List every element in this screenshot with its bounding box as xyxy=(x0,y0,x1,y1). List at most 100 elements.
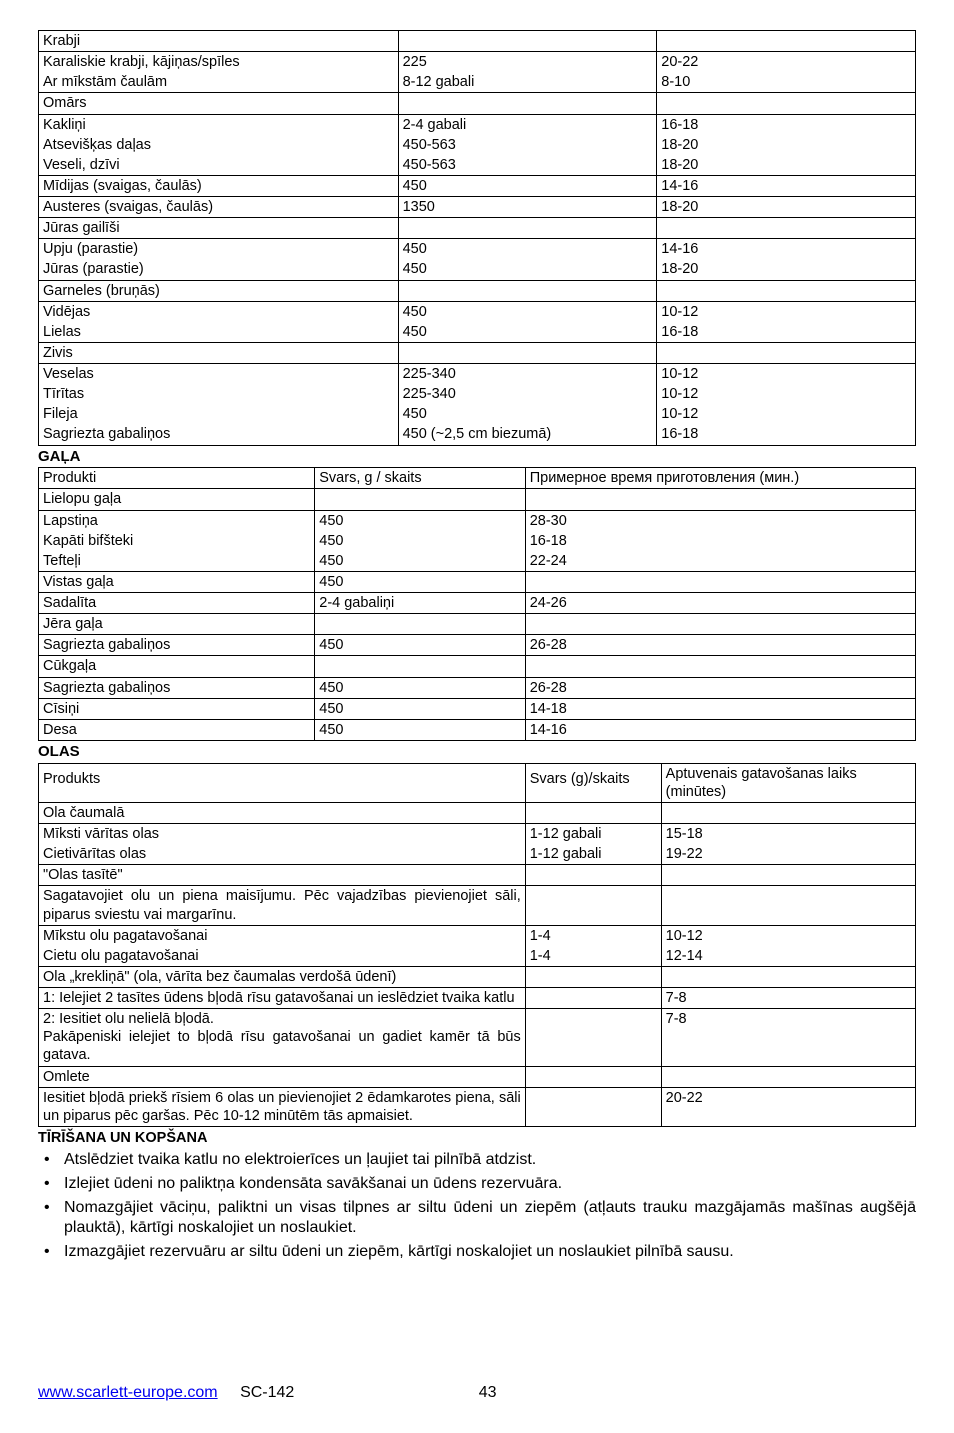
table-row: Cietivārītas olas1-12 gabali19-22 xyxy=(39,844,916,865)
weight-cell: 450 xyxy=(398,175,657,196)
time-cell xyxy=(657,280,916,301)
weight-cell xyxy=(398,218,657,239)
table-row: Mīkstu olu pagatavošanai1-410-12 xyxy=(39,925,916,946)
time-cell: 19-22 xyxy=(661,844,915,865)
table-row: Sagriezta gabaliņos45026-28 xyxy=(39,635,916,656)
instruction-item: Nomazgājiet vāciņu, paliktni un visas ti… xyxy=(38,1198,916,1240)
product-cell: Sadalīta xyxy=(39,593,315,614)
product-cell: Veseli, dzīvi xyxy=(39,155,399,176)
table-row: Sagatavojiet olu un piena maisījumu. Pēc… xyxy=(39,886,916,925)
table-row: Ola čaumalā xyxy=(39,802,916,823)
time-cell: 10-12 xyxy=(657,364,916,385)
weight-cell: 2-4 gabaliņi xyxy=(315,593,525,614)
weight-cell: 450 xyxy=(315,531,525,551)
section-meat-title: GAĻA xyxy=(38,448,916,467)
time-cell xyxy=(525,489,915,510)
weight-cell: 450 xyxy=(315,510,525,531)
time-cell: 10-12 xyxy=(661,925,915,946)
weight-cell: 2-4 gabali xyxy=(398,114,657,135)
weight-cell: 450 xyxy=(398,404,657,424)
weight-cell: 450 xyxy=(315,571,525,592)
time-cell xyxy=(661,886,915,925)
weight-cell: 1-12 gabali xyxy=(525,824,661,845)
time-cell: 16-18 xyxy=(525,531,915,551)
product-cell: Jēra gaļa xyxy=(39,614,315,635)
weight-cell: 450-563 xyxy=(398,135,657,155)
product-cell: Mīkstu olu pagatavošanai xyxy=(39,925,526,946)
time-cell: 22-24 xyxy=(525,551,915,572)
product-cell: Cūkgaļa xyxy=(39,656,315,677)
weight-cell: 450 xyxy=(398,259,657,280)
time-cell: 12-14 xyxy=(661,946,915,967)
time-cell xyxy=(661,865,915,886)
product-cell: 1: Ielejiet 2 tasītes ūdens bļodā rīsu g… xyxy=(39,988,526,1009)
time-cell: 14-16 xyxy=(657,175,916,196)
instruction-item: Atslēdziet tvaika katlu no elektroierīce… xyxy=(38,1150,916,1171)
table-row: 1: Ielejiet 2 tasītes ūdens bļodā rīsu g… xyxy=(39,988,916,1009)
weight-cell: 450 xyxy=(398,322,657,343)
weight-cell xyxy=(398,31,657,52)
product-cell: Vistas gaļa xyxy=(39,571,315,592)
header-cell: Produkts xyxy=(39,763,526,802)
table-row: Kakliņi2-4 gabali16-18 xyxy=(39,114,916,135)
product-cell: Austeres (svaigas, čaulās) xyxy=(39,197,399,218)
table-row: Mīksti vārītas olas1-12 gabali15-18 xyxy=(39,824,916,845)
table-row: Krabji xyxy=(39,31,916,52)
footer-url[interactable]: www.scarlett-europe.com xyxy=(38,1384,218,1401)
instruction-item: Izmazgājiet rezervuāru ar siltu ūdeni un… xyxy=(38,1242,916,1263)
product-cell: "Olas tasītē" xyxy=(39,865,526,886)
time-cell xyxy=(661,966,915,987)
table-row: Upju (parastie)45014-16 xyxy=(39,239,916,260)
table-row: Veseli, dzīvi450-56318-20 xyxy=(39,155,916,176)
time-cell: 20-22 xyxy=(657,52,916,73)
product-cell: Ar mīkstām čaulām xyxy=(39,72,399,93)
time-cell xyxy=(661,802,915,823)
instruction-item: Izlejiet ūdeni no paliktņa kondensāta sa… xyxy=(38,1174,916,1195)
header-cell: Примерное время приготовления (мин.) xyxy=(525,468,915,489)
product-cell: Sagriezta gabaliņos xyxy=(39,424,399,445)
weight-cell xyxy=(525,1087,661,1126)
weight-cell: 1350 xyxy=(398,197,657,218)
table-row: Lielas45016-18 xyxy=(39,322,916,343)
time-cell: 16-18 xyxy=(657,424,916,445)
header-cell: Svars, g / skaits xyxy=(315,468,525,489)
table-row: Desa45014-16 xyxy=(39,719,916,740)
product-cell: Desa xyxy=(39,719,315,740)
table-row: Zivis xyxy=(39,342,916,363)
weight-cell: 1-12 gabali xyxy=(525,844,661,865)
weight-cell xyxy=(525,966,661,987)
section-eggs-title: OLAS xyxy=(38,743,916,762)
product-cell: Mīdijas (svaigas, čaulās) xyxy=(39,175,399,196)
weight-cell: 450 xyxy=(398,239,657,260)
product-cell: Zivis xyxy=(39,342,399,363)
product-cell: Lielopu gaļa xyxy=(39,489,315,510)
time-cell xyxy=(657,93,916,114)
table-row: Cūkgaļa xyxy=(39,656,916,677)
meat-table: ProduktiSvars, g / skaitsПримерное время… xyxy=(38,467,916,741)
care-title: TĪRĪŠANA UN KOPŠANA xyxy=(38,1129,916,1147)
product-cell: Ola čaumalā xyxy=(39,802,526,823)
time-cell: 20-22 xyxy=(661,1087,915,1126)
time-cell: 14-16 xyxy=(657,239,916,260)
table-row: Tefteļi45022-24 xyxy=(39,551,916,572)
footer-page: 43 xyxy=(479,1384,497,1401)
table-row: Lapstiņa45028-30 xyxy=(39,510,916,531)
time-cell: 18-20 xyxy=(657,259,916,280)
weight-cell: 1-4 xyxy=(525,946,661,967)
product-cell: Kapāti bifšteki xyxy=(39,531,315,551)
time-cell: 7-8 xyxy=(661,1009,915,1066)
table-header-row: ProduktsSvars (g)/skaitsAptuvenais gatav… xyxy=(39,763,916,802)
weight-cell xyxy=(315,489,525,510)
product-cell: Cīsiņi xyxy=(39,698,315,719)
table-row: Iesitiet bļodā priekš rīsiem 6 olas un p… xyxy=(39,1087,916,1126)
time-cell: 10-12 xyxy=(657,301,916,322)
product-cell: Omārs xyxy=(39,93,399,114)
product-cell: Fileja xyxy=(39,404,399,424)
table-row: Omārs xyxy=(39,93,916,114)
table-row: Fileja45010-12 xyxy=(39,404,916,424)
table-header-row: ProduktiSvars, g / skaitsПримерное время… xyxy=(39,468,916,489)
product-cell: Cietivārītas olas xyxy=(39,844,526,865)
weight-cell xyxy=(525,1009,661,1066)
table-row: Cietu olu pagatavošanai1-412-14 xyxy=(39,946,916,967)
product-cell: Tefteļi xyxy=(39,551,315,572)
